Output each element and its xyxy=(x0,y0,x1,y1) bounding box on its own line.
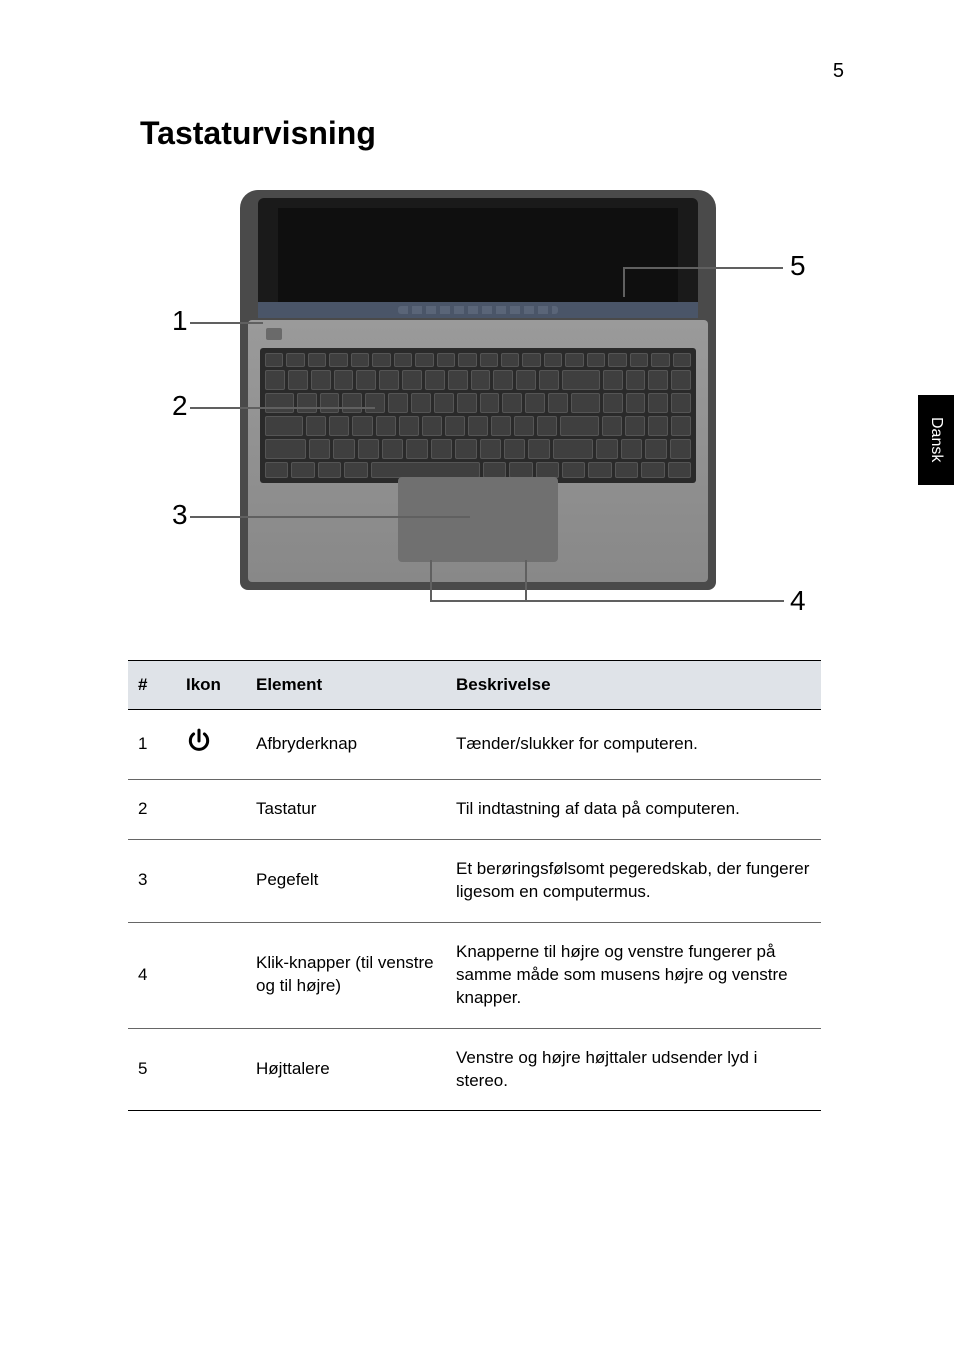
cell-icon xyxy=(176,839,246,922)
callout-5: 5 xyxy=(790,250,806,282)
cell-icon xyxy=(176,710,246,780)
power-button-spot xyxy=(266,328,282,340)
col-number: # xyxy=(128,661,176,710)
parts-table: # Ikon Element Beskrivelse 1 Afbryderkna xyxy=(128,660,821,1111)
cell-description: Til indtastning af data på computeren. xyxy=(446,779,821,839)
page-number: 5 xyxy=(833,60,844,83)
callout-3: 3 xyxy=(172,499,188,531)
callout-4: 4 xyxy=(790,585,806,617)
cell-number: 4 xyxy=(128,922,176,1028)
page-title: Tastaturvisning xyxy=(140,115,376,152)
language-tab: Dansk xyxy=(918,395,954,485)
cell-icon xyxy=(176,779,246,839)
table-row: 5 Højttalere Venstre og højre højttaler … xyxy=(128,1028,821,1111)
cell-element: Højttalere xyxy=(246,1028,446,1111)
cell-icon xyxy=(176,1028,246,1111)
cell-description: Venstre og højre højttaler udsender lyd … xyxy=(446,1028,821,1111)
cell-element: Pegefelt xyxy=(246,839,446,922)
col-icon: Ikon xyxy=(176,661,246,710)
table-row: 3 Pegefelt Et berøringsfølsomt pegeredsk… xyxy=(128,839,821,922)
keyboard-area xyxy=(260,348,696,483)
col-description: Beskrivelse xyxy=(446,661,821,710)
cell-number: 2 xyxy=(128,779,176,839)
cell-description: Et berøringsfølsomt pegeredskab, der fun… xyxy=(446,839,821,922)
cell-number: 3 xyxy=(128,839,176,922)
cell-description: Tænder/slukker for computeren. xyxy=(446,710,821,780)
table-row: 2 Tastatur Til indtastning af data på co… xyxy=(128,779,821,839)
laptop-illustration xyxy=(240,190,716,590)
cell-element: Afbryderknap xyxy=(246,710,446,780)
cell-description: Knapperne til højre og venstre fungerer … xyxy=(446,922,821,1028)
cell-number: 5 xyxy=(128,1028,176,1111)
cell-icon xyxy=(176,922,246,1028)
laptop-deck xyxy=(248,320,708,582)
cell-number: 1 xyxy=(128,710,176,780)
table-row: 4 Klik-knapper (til venstre og til højre… xyxy=(128,922,821,1028)
laptop-screen xyxy=(258,198,698,318)
cell-element: Klik-knapper (til venstre og til højre) xyxy=(246,922,446,1028)
col-element: Element xyxy=(246,661,446,710)
cell-element: Tastatur xyxy=(246,779,446,839)
laptop-diagram: 1 2 3 4 5 xyxy=(185,185,805,620)
table-row: 1 Afbryderknap Tænder/slukker for comput… xyxy=(128,710,821,780)
touchpad-area xyxy=(398,477,558,562)
power-icon xyxy=(186,728,212,754)
callout-1: 1 xyxy=(172,305,188,337)
table-header-row: # Ikon Element Beskrivelse xyxy=(128,661,821,710)
callout-2: 2 xyxy=(172,390,188,422)
